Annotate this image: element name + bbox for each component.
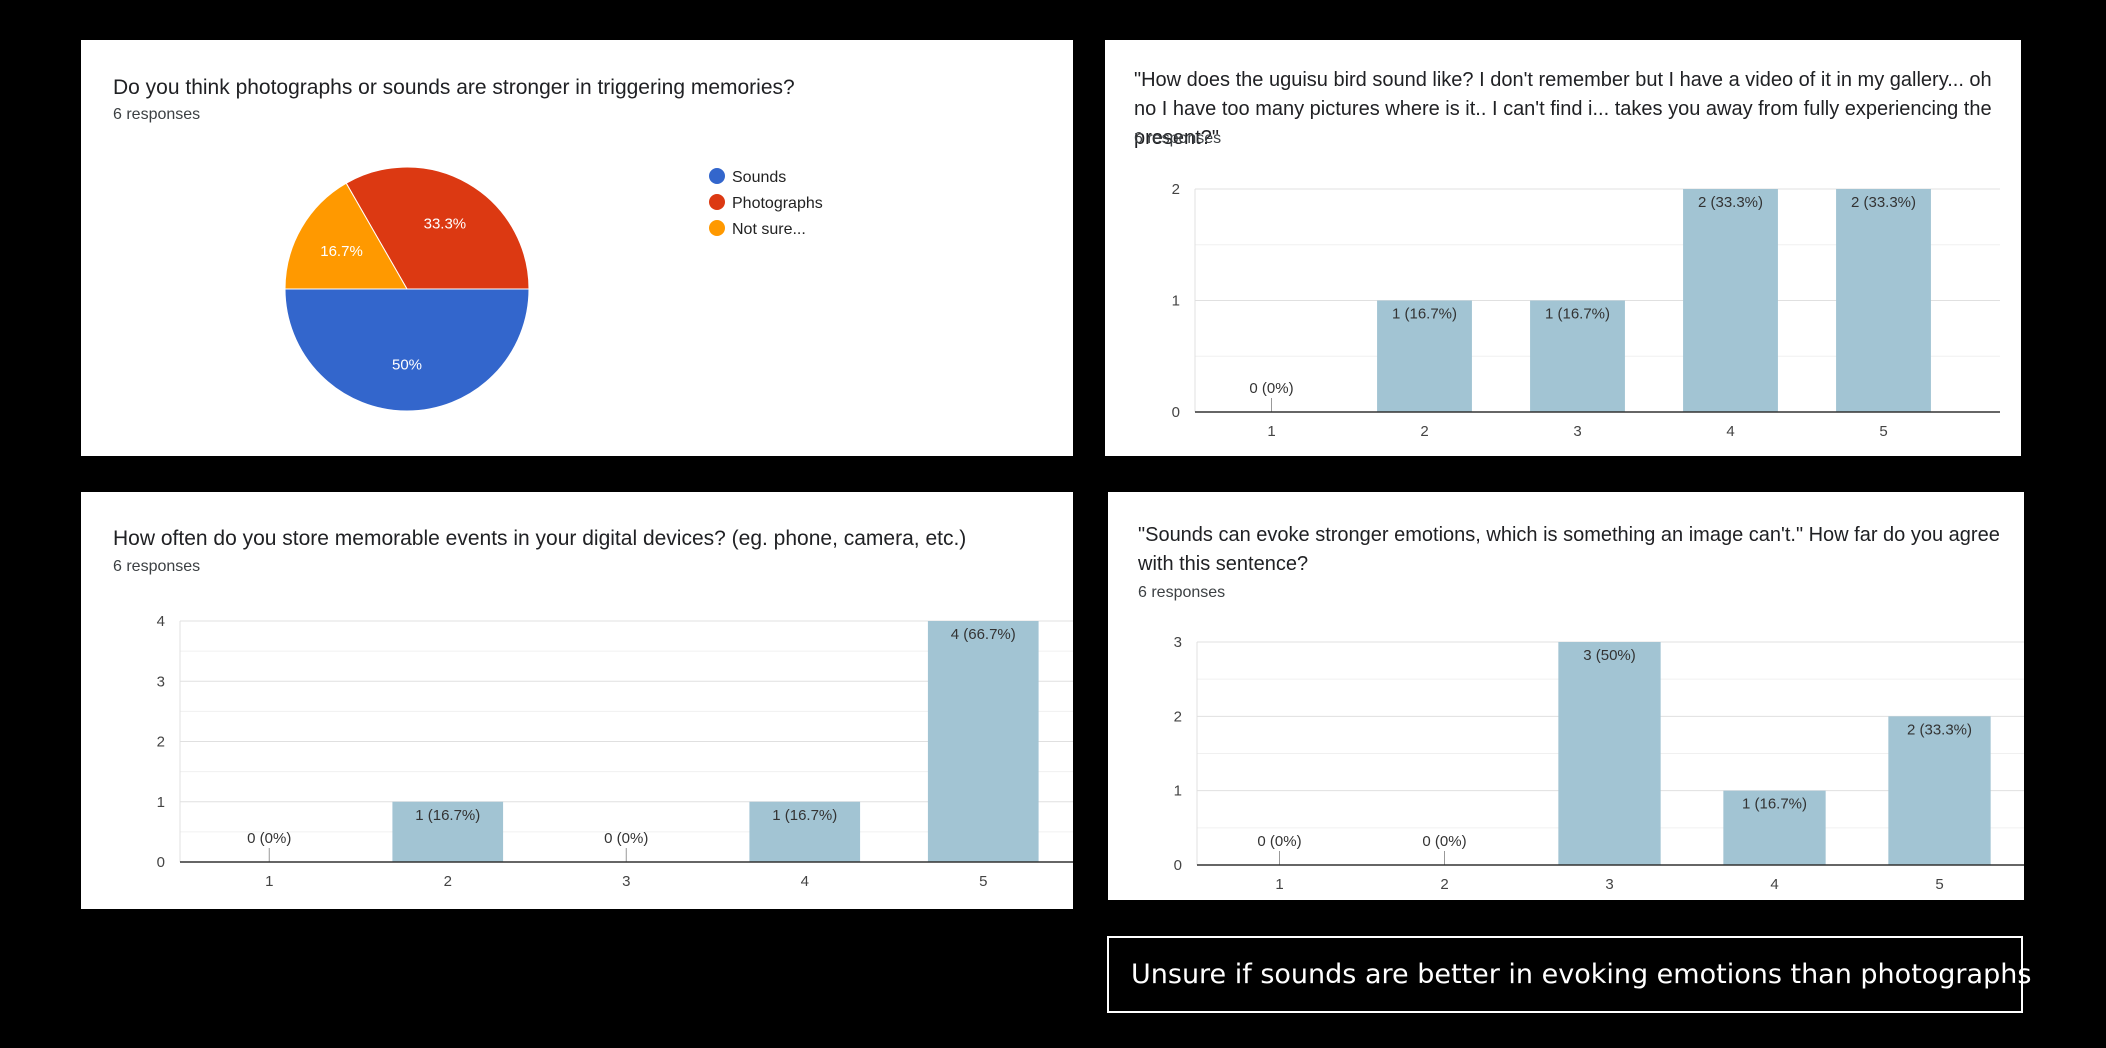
chart-title: Do you think photographs or sounds are s… xyxy=(113,76,795,99)
legend-label: Sounds xyxy=(732,169,786,186)
y-tick-label: 1 xyxy=(157,794,165,811)
data-label: 1 (16.7%) xyxy=(1742,796,1807,813)
bar-chart: 0 1 2 3 4 0 (0%) 1 1 (16.7%) 2 0 (0%) 3 1 (16.7%) 4 4… xyxy=(157,613,1073,890)
bar xyxy=(1723,790,1826,865)
x-tick-label: 3 xyxy=(1573,423,1581,440)
y-tick-label: 3 xyxy=(157,673,165,690)
response-count: 6 responses xyxy=(113,558,201,575)
data-label: 3 (50%) xyxy=(1583,647,1636,664)
pie-slice-photographs xyxy=(345,166,530,290)
data-label: 2 (33.3%) xyxy=(1907,721,1972,738)
bar xyxy=(927,621,1039,862)
chart-title: How often do you store memorable events … xyxy=(113,527,967,550)
bar xyxy=(1683,189,1778,412)
bar xyxy=(392,801,504,862)
bar xyxy=(1377,300,1472,412)
y-tick-label: 1 xyxy=(1174,783,1182,800)
x-tick-label: 2 xyxy=(1420,423,1428,440)
x-tick-label: 3 xyxy=(622,873,630,890)
conclusion-caption: Unsure if sounds are better in evoking e… xyxy=(1107,936,2031,1013)
chart-title: "How does the uguisu bird sound like? I … xyxy=(1134,69,1992,149)
pie-slice-sounds xyxy=(284,288,530,412)
data-label: 1 (16.7%) xyxy=(1392,306,1457,323)
bar xyxy=(1530,300,1625,412)
data-label: 1 (16.7%) xyxy=(415,807,480,824)
response-count: 6 responses xyxy=(1134,130,1222,147)
chart-panel-photographs-vs-sounds: Do you think photographs or sounds are s… xyxy=(81,40,1073,456)
x-tick-label: 5 xyxy=(1935,876,1943,893)
legend-swatch xyxy=(709,168,725,184)
y-tick-label: 2 xyxy=(1172,181,1180,198)
legend-label: Not sure... xyxy=(732,221,806,238)
y-tick-label: 3 xyxy=(1174,634,1182,651)
response-count: 6 responses xyxy=(113,106,201,123)
data-label: 1 (16.7%) xyxy=(772,807,837,824)
y-tick-label: 0 xyxy=(157,854,165,871)
bar xyxy=(1558,642,1661,865)
x-tick-label: 5 xyxy=(979,873,987,890)
pie-chart: 50% 33.3% 16.7% Sounds Photographs Not sure..… xyxy=(284,166,823,412)
data-label: 1 (16.7%) xyxy=(1545,306,1610,323)
y-tick-label: 0 xyxy=(1174,857,1182,874)
pie-slice-label: 16.7% xyxy=(320,243,363,260)
y-tick-label: 2 xyxy=(1174,708,1182,725)
chart-panel-storage-frequency: How often do you store memorable events … xyxy=(81,492,1073,909)
bar-chart: 0 1 2 3 0 (0%) 1 0 (0%) 2 3 (50%) 3 1 (16.7%) 4 2 (3… xyxy=(1174,634,2024,893)
y-tick-label: 1 xyxy=(1172,293,1180,310)
legend-swatch xyxy=(709,220,725,236)
bar-chart: 0 1 2 0 (0%) 1 1 (16.7%) 2 1 (16.7%) 3 2 (33.3%) 4… xyxy=(1172,181,2000,440)
x-tick-label: 5 xyxy=(1879,423,1887,440)
x-tick-label: 4 xyxy=(1770,876,1778,893)
data-label: 0 (0%) xyxy=(1422,833,1466,850)
data-label: 0 (0%) xyxy=(247,830,291,847)
x-tick-label: 1 xyxy=(1267,423,1275,440)
legend-label: Photographs xyxy=(732,195,823,212)
legend-swatch xyxy=(709,194,725,210)
x-tick-label: 1 xyxy=(265,873,273,890)
response-count: 6 responses xyxy=(1138,584,1226,601)
y-tick-label: 0 xyxy=(1172,404,1180,421)
x-tick-label: 2 xyxy=(1440,876,1448,893)
bar xyxy=(1836,189,1931,412)
data-label: 0 (0%) xyxy=(1249,380,1293,397)
x-tick-label: 2 xyxy=(444,873,452,890)
x-tick-label: 1 xyxy=(1275,876,1283,893)
chart-panel-uguisu-question: "How does the uguisu bird sound like? I … xyxy=(1105,40,2021,456)
y-tick-label: 2 xyxy=(157,734,165,751)
data-label: 2 (33.3%) xyxy=(1698,194,1763,211)
data-label: 0 (0%) xyxy=(1257,833,1301,850)
data-label: 0 (0%) xyxy=(604,830,648,847)
data-label: 4 (66.7%) xyxy=(951,626,1016,643)
x-tick-label: 3 xyxy=(1605,876,1613,893)
pie-slice-not-sure xyxy=(284,182,408,290)
bar xyxy=(749,801,861,862)
pie-slice-label: 33.3% xyxy=(424,216,467,233)
y-tick-label: 4 xyxy=(157,613,165,630)
x-tick-label: 4 xyxy=(1726,423,1734,440)
x-tick-label: 4 xyxy=(801,873,809,890)
chart-title: "Sounds can evoke stronger emotions, whi… xyxy=(1138,524,2000,575)
bar xyxy=(1888,716,1991,865)
chart-panel-agreement: "Sounds can evoke stronger emotions, whi… xyxy=(1108,492,2024,900)
data-label: 2 (33.3%) xyxy=(1851,194,1916,211)
pie-slice-label: 50% xyxy=(392,357,422,374)
